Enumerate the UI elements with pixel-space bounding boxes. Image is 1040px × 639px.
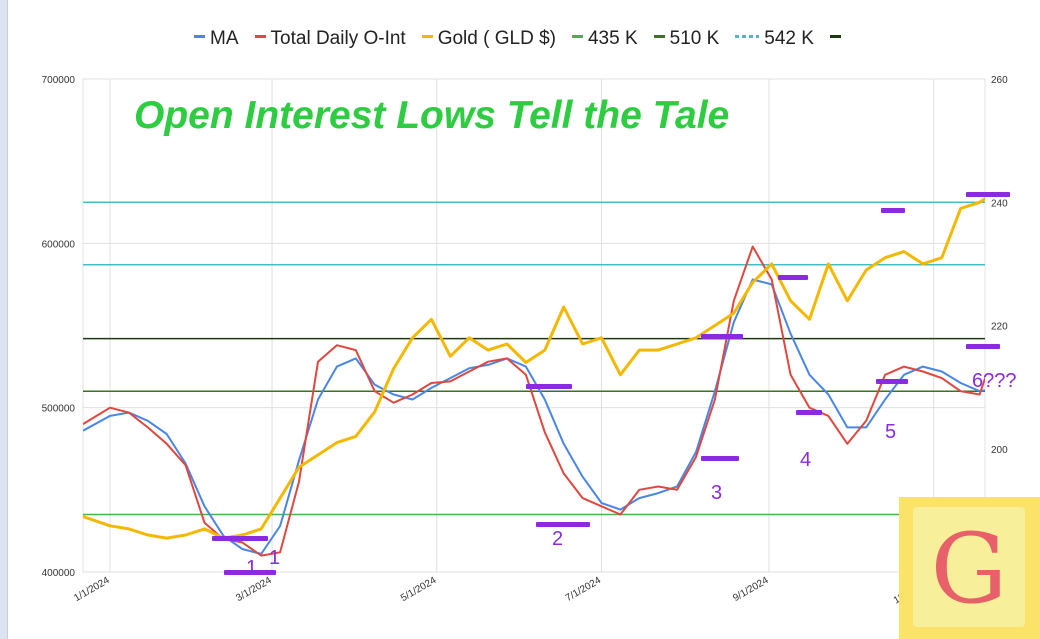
logo-tile: G: [913, 507, 1025, 627]
legend-item: 510 K: [653, 28, 720, 50]
low-marker-bar: [701, 334, 743, 339]
legend-swatch: [653, 35, 665, 39]
low-marker-bar: [966, 192, 1010, 197]
low-marker-bar: [526, 384, 572, 389]
legend-swatch: [194, 35, 206, 39]
series-line-gold-gld: [83, 196, 985, 540]
chart-legend: MA Total Daily O-Int Gold ( GLD $) 435 K 510…: [0, 28, 1040, 50]
legend-item: [829, 28, 846, 50]
legend-label: 435 K: [587, 28, 638, 49]
low-marker-bar: [796, 410, 822, 415]
legend-item: Gold ( GLD $): [421, 28, 556, 50]
y-left-tick-label: 500000: [42, 404, 76, 415]
legend-label: 542 K: [764, 28, 814, 49]
low-label-5: 5: [885, 421, 897, 443]
y-left-tick-label: 700000: [42, 75, 76, 86]
low-marker-bar: [966, 344, 1000, 349]
low-marker-bar: [224, 570, 276, 575]
legend-label: MA: [210, 28, 239, 49]
chart-annotation-title: Open Interest Lows Tell the Tale: [134, 94, 730, 137]
x-tick-label: 9/1/2024: [731, 575, 771, 604]
legend-swatch: [254, 35, 266, 39]
low-label-6: 6???: [972, 370, 1017, 392]
low-marker-bar: [876, 379, 908, 384]
series-line-ma: [83, 278, 985, 555]
x-tick-label: 7/1/2024: [564, 575, 604, 604]
page-edge: [0, 0, 8, 639]
y-left-tick-label: 600000: [42, 239, 76, 250]
y-right-tick-label: 240: [991, 198, 1008, 209]
legend-swatch: [735, 35, 760, 39]
legend-swatch: [829, 35, 841, 39]
low-label-1a: 1: [246, 557, 258, 579]
low-marker-bar: [778, 275, 808, 280]
low-label-3: 3: [711, 482, 723, 504]
legend-swatch: [571, 35, 583, 39]
series-line-total-daily-o-int: [83, 245, 985, 557]
legend-swatch: [421, 35, 433, 39]
low-marker-bar: [536, 522, 590, 527]
legend-label: 510 K: [669, 28, 720, 49]
x-tick-label: 5/1/2024: [399, 575, 439, 604]
y-right-tick-label: 200: [991, 445, 1008, 456]
legend-label: Total Daily O-Int: [270, 28, 406, 49]
y-right-tick-label: 260: [991, 75, 1008, 86]
legend-item: 435 K: [571, 28, 638, 50]
legend-item: MA: [194, 28, 239, 50]
x-tick-label: 1/1/2024: [72, 575, 112, 604]
low-label-4: 4: [800, 449, 812, 471]
plot-area: [82, 78, 986, 573]
legend-label: Gold ( GLD $): [437, 28, 556, 49]
y-right-tick-label: 220: [991, 322, 1008, 333]
logo: G: [899, 497, 1040, 639]
legend-item: Total Daily O-Int: [254, 28, 406, 50]
logo-letter: G: [930, 513, 1008, 625]
legend-item: 542 K: [735, 28, 814, 50]
low-marker-bar: [881, 208, 905, 213]
low-marker-bar: [212, 536, 268, 541]
y-left-tick-label: 400000: [42, 568, 76, 579]
series-group: [83, 196, 985, 557]
low-marker-bar: [701, 456, 739, 461]
low-label-2: 2: [552, 528, 564, 550]
low-label-1b: 1: [269, 547, 281, 569]
